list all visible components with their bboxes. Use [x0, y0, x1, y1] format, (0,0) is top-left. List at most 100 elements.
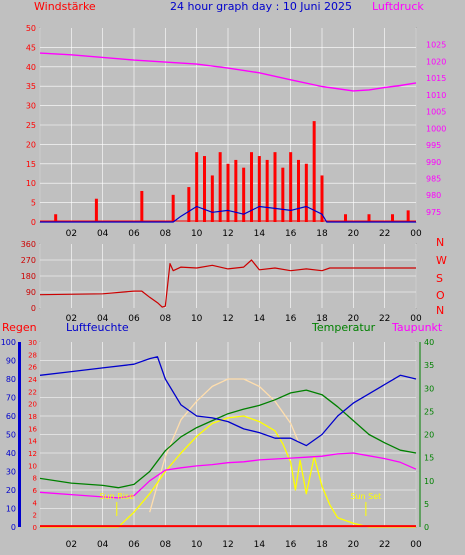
wind-bar	[344, 214, 347, 222]
sunrise-label: Sun Rise	[99, 492, 134, 501]
humidity-line	[39, 356, 417, 447]
dewpoint-line	[39, 452, 417, 499]
gust-line	[40, 205, 416, 223]
x-tick-label: 22	[379, 314, 390, 324]
y-temperatur-tick-label: 25	[424, 407, 434, 416]
y-regen-tick-label: 70	[6, 394, 16, 403]
y-left-tick-label: 0	[31, 218, 36, 227]
header-left-label: Windstärke	[34, 0, 96, 13]
x-tick-label: 04	[97, 540, 109, 550]
y-regen-tick-label: 10	[6, 505, 16, 514]
wind-bar	[94, 198, 98, 222]
pressure-line	[39, 52, 417, 92]
y-left-tick-label: 30	[26, 102, 36, 111]
y-left-tick-label: 40	[26, 63, 36, 72]
wind-bar	[54, 214, 58, 222]
x-tick-label: 18	[316, 314, 328, 324]
y-luftfeuchte-tick-label: 8	[33, 475, 37, 483]
y-regen-tick-label: 100	[1, 338, 16, 347]
wind-bar	[250, 152, 253, 222]
y-left-tick-label: 45	[26, 43, 36, 52]
x-tick-label: 22	[379, 540, 390, 550]
solar-line	[40, 415, 416, 528]
temperature-line	[39, 389, 417, 489]
x-tick-label: 02	[66, 314, 77, 324]
sunset-label: Sun Set	[350, 492, 381, 501]
y-regen-tick-label: 90	[6, 357, 16, 366]
y-regen-tick-label: 30	[6, 468, 16, 477]
y-luftfeuchte-tick-label: 28	[28, 351, 37, 359]
wind-bar	[320, 175, 324, 222]
wind-bar	[367, 214, 371, 222]
direction-label: O	[436, 289, 445, 302]
wind-bar	[226, 163, 230, 222]
y-luftfeuchte-tick-label: 24	[28, 376, 37, 384]
x-tick-label: 14	[254, 314, 266, 324]
wind-bar	[210, 175, 214, 222]
y-temperatur-tick-label: 15	[424, 454, 434, 463]
y-right-tick-label: 995	[426, 141, 441, 150]
x-tick-label: 08	[160, 540, 172, 550]
x-tick-label: 00	[410, 314, 422, 324]
wind-bar	[242, 167, 246, 222]
x-tick-label: 10	[191, 229, 203, 239]
label-temperatur: Temperatur	[311, 321, 376, 334]
y-left-tick-label: 5	[31, 199, 36, 208]
wind-bar	[203, 156, 206, 222]
y-luftfeuchte-tick-label: 18	[28, 413, 37, 421]
y-temperatur-tick-label: 30	[424, 384, 434, 393]
y-left-tick-label: 20	[26, 140, 36, 149]
uv-line	[149, 378, 300, 513]
y-regen-tick-label: 60	[6, 412, 16, 421]
label-taupunkt: Taupunkt	[391, 321, 443, 334]
y-luftfeuchte-tick-label: 2	[33, 512, 37, 520]
y-left-tick-label: 10	[26, 179, 36, 188]
x-tick-label: 06	[128, 314, 140, 324]
y-regen-tick-label: 80	[6, 375, 16, 384]
wind-bar	[289, 152, 293, 222]
y-luftfeuchte-tick-label: 14	[28, 438, 37, 446]
wind-bar	[218, 152, 222, 222]
wind-bar	[304, 163, 308, 222]
y-left-tick-label: 50	[26, 24, 36, 33]
x-tick-label: 10	[191, 314, 203, 324]
weather-panel: 0102030405060708090100024681012141618202…	[1, 338, 434, 550]
wind-bar	[234, 159, 238, 222]
y-left-tick-label: 25	[26, 121, 36, 130]
direction-line	[39, 259, 416, 308]
x-tick-label: 16	[285, 540, 297, 550]
x-tick-label: 00	[410, 540, 422, 550]
wind-bar	[265, 159, 269, 222]
header-title: 24 hour graph day : 10 Juni 2025	[170, 0, 352, 13]
y-right-tick-label: 1010	[426, 91, 446, 100]
y-temperatur-tick-label: 0	[424, 523, 429, 532]
x-tick-label: 06	[128, 540, 140, 550]
x-tick-label: 14	[254, 540, 266, 550]
x-tick-label: 18	[316, 540, 328, 550]
y-luftfeuchte-tick-label: 6	[33, 487, 38, 495]
x-tick-label: 20	[348, 540, 360, 550]
x-tick-label: 20	[348, 314, 360, 324]
y-right-tick-label: 975	[426, 208, 441, 217]
x-tick-label: 16	[285, 314, 297, 324]
wind-pressure-panel: 0510152025303540455097598098599099510001…	[26, 24, 447, 239]
y-temperatur-tick-label: 35	[424, 361, 434, 370]
y-left-tick-label: 15	[26, 160, 36, 169]
y-luftfeuchte-tick-label: 0	[33, 524, 37, 532]
x-tick-label: 12	[222, 229, 233, 239]
y-regen-tick-label: 50	[6, 431, 16, 440]
wind-bar	[257, 156, 261, 222]
wind-bar	[312, 121, 316, 222]
y-luftfeuchte-tick-label: 30	[28, 339, 37, 347]
y-luftfeuchte-tick-label: 10	[28, 462, 37, 470]
x-tick-label: 08	[160, 314, 172, 324]
x-tick-label: 02	[66, 229, 77, 239]
header-right-label: Luftdruck	[372, 0, 424, 13]
y-right-tick-label: 980	[426, 191, 441, 200]
y-luftfeuchte-tick-label: 4	[33, 499, 38, 507]
y-regen-tick-label: 40	[6, 449, 16, 458]
y-regen-tick-label: 0	[11, 523, 16, 532]
wind-bar	[391, 214, 394, 222]
y-right-tick-label: 1020	[426, 57, 446, 66]
